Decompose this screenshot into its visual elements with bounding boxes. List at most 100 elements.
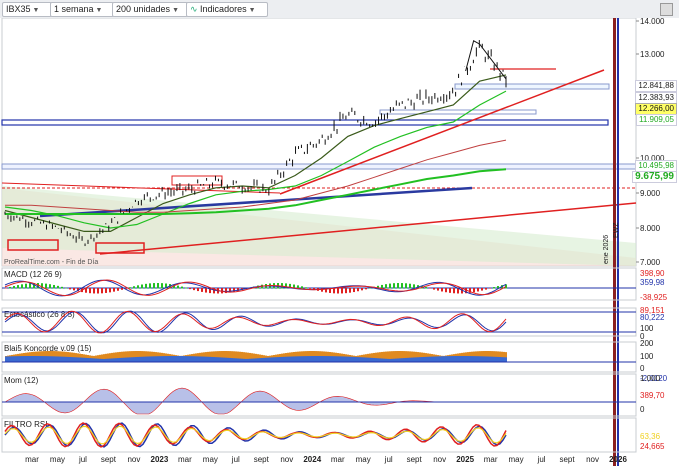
macd-histogram-bar (137, 285, 139, 289)
koncorde-blue-bar (77, 357, 79, 362)
koncorde-orange-bar (253, 353, 255, 362)
koncorde-blue-bar (187, 356, 189, 362)
macd-histogram-bar (401, 283, 403, 289)
macd-histogram-bar (177, 285, 179, 289)
koncorde-orange-bar (251, 353, 253, 362)
macd-histogram-bar (113, 288, 115, 292)
koncorde-blue-bar (25, 356, 27, 362)
indicators-button[interactable]: ∿ Indicadores ▼ (186, 2, 268, 17)
koncorde-blue-bar (435, 356, 437, 362)
koncorde-orange-bar (133, 351, 135, 362)
koncorde-orange-bar (119, 351, 121, 362)
koncorde-orange-bar (101, 354, 103, 362)
koncorde-blue-bar (91, 358, 93, 362)
timeframe-selector[interactable]: 1 semana ▼ (50, 2, 114, 17)
macd-histogram-bar (29, 283, 31, 289)
koncorde-orange-bar (217, 351, 219, 362)
koncorde-orange-bar (379, 352, 381, 362)
macd-histogram-bar (345, 288, 347, 294)
koncorde-blue-bar (55, 356, 57, 362)
koncorde-blue-bar (71, 357, 73, 362)
koncorde-blue-bar (183, 356, 185, 362)
koncorde-orange-bar (209, 351, 211, 362)
koncorde-blue-bar (305, 356, 307, 362)
x-axis-label: nov (127, 455, 141, 464)
chart-canvas[interactable]: ene 2026EWZ14.00013.00011.00010.0009.000… (0, 18, 679, 466)
macd-histogram-bar (61, 286, 63, 289)
toolbar: IBX35 ▼ 1 semana ▼ 200 unidades ▼ ∿ Indicad… (0, 0, 679, 19)
koncorde-blue-bar (419, 357, 421, 362)
koncorde-blue-bar (349, 356, 351, 362)
koncorde-blue-bar (159, 356, 161, 362)
x-axis-label: sept (559, 455, 575, 464)
x-axis-label: sept (406, 455, 422, 464)
timeframe-label: 1 semana (54, 4, 94, 14)
koncorde-blue-bar (269, 357, 271, 362)
koncorde-orange-bar (247, 352, 249, 362)
koncorde-blue-bar (403, 358, 405, 362)
koncorde-orange-bar (389, 351, 391, 362)
koncorde-orange-bar (387, 351, 389, 362)
koncorde-blue-bar (449, 356, 451, 362)
stoch-value-tag: 89,151 (640, 306, 665, 315)
macd-histogram-bar (453, 288, 455, 294)
zone-box (1, 163, 637, 170)
koncorde-blue-bar (293, 356, 295, 362)
macd-histogram-bar (413, 284, 415, 289)
koncorde-blue-bar (237, 358, 239, 362)
x-axis-label: sept (253, 455, 269, 464)
koncorde-orange-bar (241, 351, 243, 362)
koncorde-blue-bar (499, 357, 501, 362)
koncorde-blue-bar (443, 356, 445, 362)
macd-histogram-bar (445, 288, 447, 293)
koncorde-blue-bar (277, 357, 279, 362)
mom-value-tag: 1.000 (640, 374, 661, 383)
koncorde-blue-bar (347, 356, 349, 362)
koncorde-blue-bar (115, 358, 117, 362)
koncorde-orange-bar (221, 351, 223, 362)
koncorde-blue-bar (247, 358, 249, 362)
koncorde-blue-bar (479, 356, 481, 362)
koncorde-blue-bar (275, 357, 277, 362)
settings-icon[interactable] (660, 3, 673, 16)
macd-histogram-bar (117, 288, 119, 291)
symbol-selector[interactable]: IBX35 ▼ (2, 2, 52, 17)
macd-histogram-bar (109, 288, 111, 293)
koncorde-orange-bar (505, 352, 507, 362)
koncorde-orange-bar (129, 351, 131, 362)
x-axis-label: nov (586, 455, 599, 464)
koncorde-blue-bar (337, 356, 339, 362)
koncorde-blue-bar (297, 356, 299, 362)
momentum-area (3, 387, 507, 415)
koncorde-orange-bar (409, 351, 411, 362)
koncorde-blue-bar (137, 356, 139, 362)
koncorde-blue-bar (211, 356, 213, 362)
koncorde-blue-bar (379, 358, 381, 362)
koncorde-blue-bar (459, 356, 461, 362)
koncorde-blue-bar (9, 356, 11, 362)
filtro-rsi-yellow (4, 425, 507, 445)
koncorde-blue-bar (191, 356, 193, 362)
koncorde-orange-bar (103, 354, 105, 362)
koncorde-orange-bar (107, 353, 109, 362)
koncorde-blue-bar (355, 356, 357, 362)
koncorde-blue-bar (99, 358, 101, 362)
macd-histogram-bar (141, 284, 143, 289)
watermark: ProRealTime.com - Fin de Día (4, 259, 98, 266)
units-selector[interactable]: 200 unidades ▼ (112, 2, 188, 17)
koncorde-orange-bar (397, 351, 399, 362)
koncorde-blue-bar (93, 358, 95, 362)
koncorde-blue-bar (273, 357, 275, 362)
koncorde-blue-bar (35, 356, 37, 362)
koncorde-blue-bar (369, 357, 371, 362)
macd-value-tag: -38,925 (640, 293, 668, 302)
series-sma-200-line (5, 168, 507, 215)
macd-histogram-bar (145, 283, 147, 289)
macd-histogram-bar (181, 286, 183, 289)
koncorde-orange-bar (113, 352, 115, 362)
koncorde-blue-bar (207, 356, 209, 362)
koncorde-blue-bar (365, 357, 367, 362)
koncorde-blue-bar (469, 356, 471, 362)
koncorde-blue-bar (145, 356, 147, 362)
koncorde-blue-bar (205, 356, 207, 362)
